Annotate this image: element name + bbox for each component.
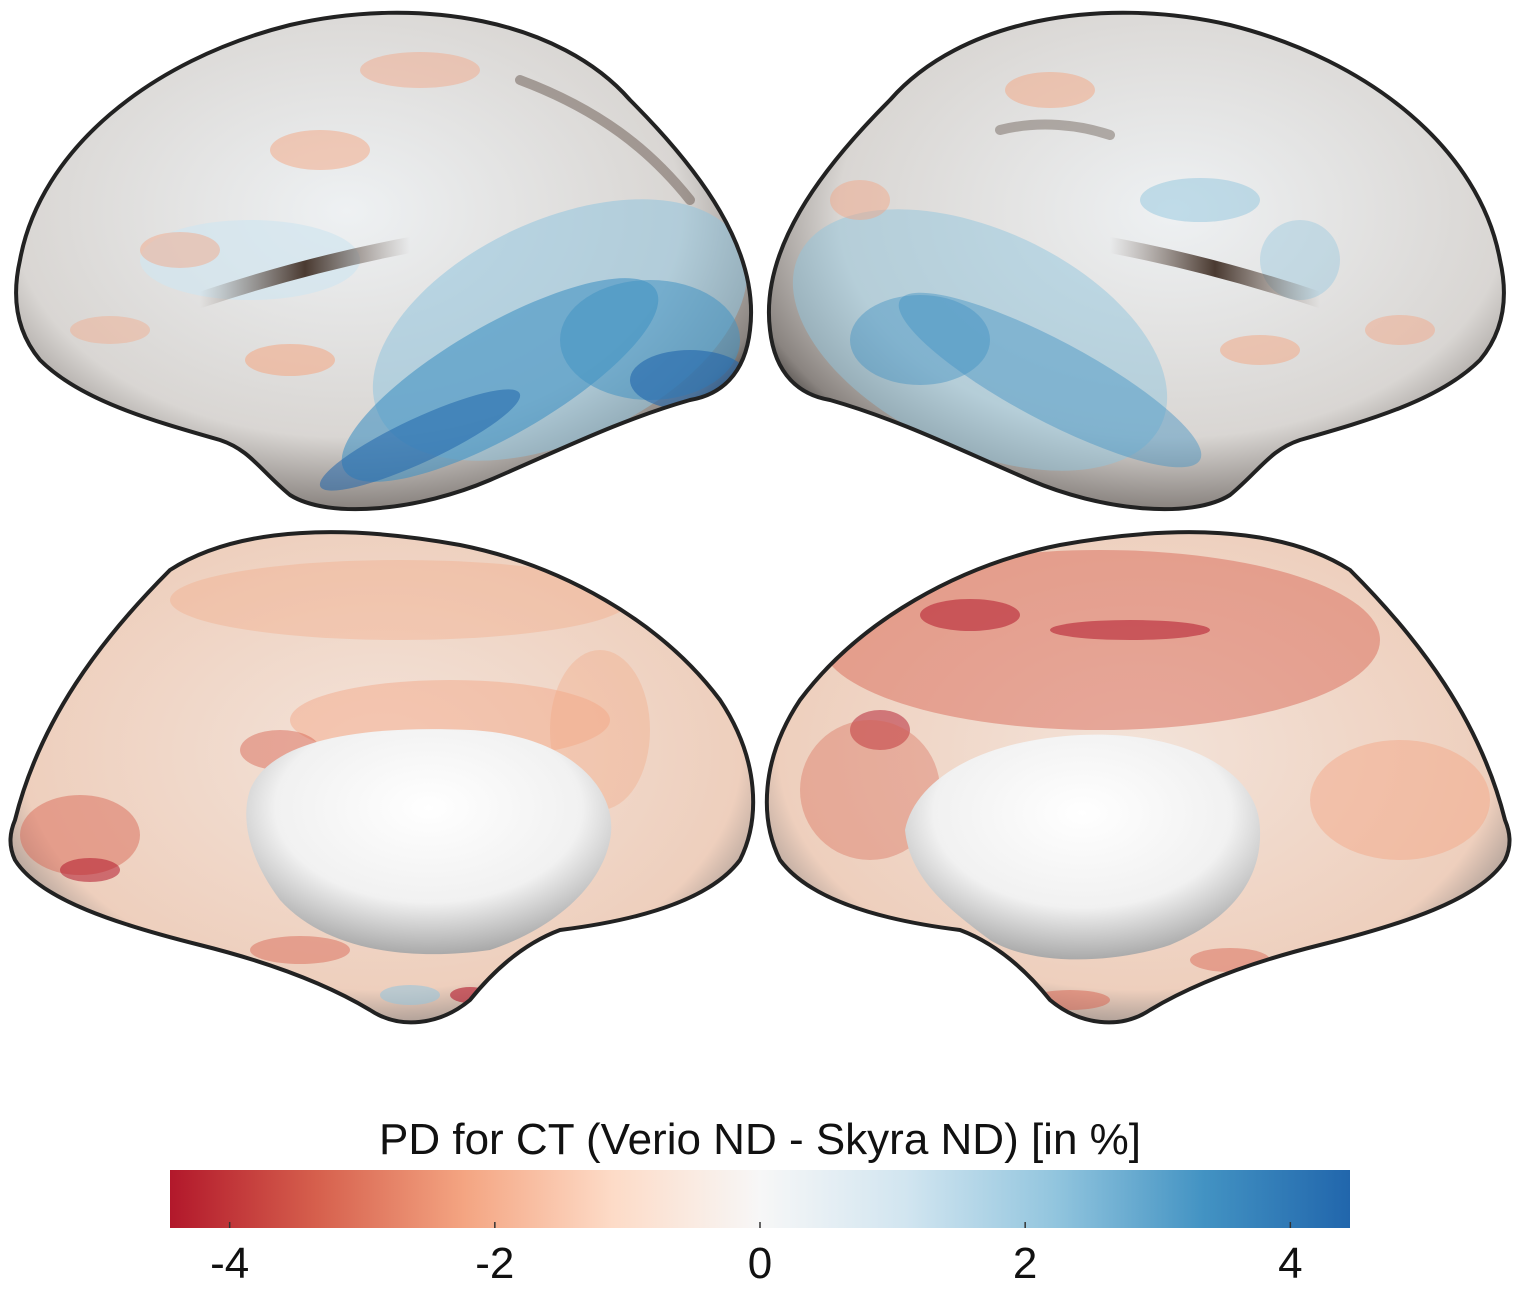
colorbar-ticks: -4 -2 0 2 4 (210, 1222, 1303, 1285)
left-lateral-view (14, 10, 754, 512)
brain-surface-views (8, 10, 1512, 1025)
colorbar: -4 -2 0 2 4 (170, 1170, 1350, 1285)
colorbar-gradient (170, 1170, 1350, 1228)
right-lateral-view (766, 10, 1506, 512)
colorbar-title: PD for CT (Verio ND - Skyra ND) [in %] (379, 1115, 1141, 1164)
colorbar-tick-label: 0 (748, 1239, 772, 1285)
colorbar-tick-label: 4 (1278, 1239, 1302, 1285)
colorbar-tick-label: 2 (1013, 1239, 1037, 1285)
colorbar-tick-label: -2 (475, 1239, 514, 1285)
colorbar-tick-label: -4 (210, 1239, 249, 1285)
right-medial-view (764, 530, 1512, 1025)
left-medial-view (8, 530, 756, 1025)
